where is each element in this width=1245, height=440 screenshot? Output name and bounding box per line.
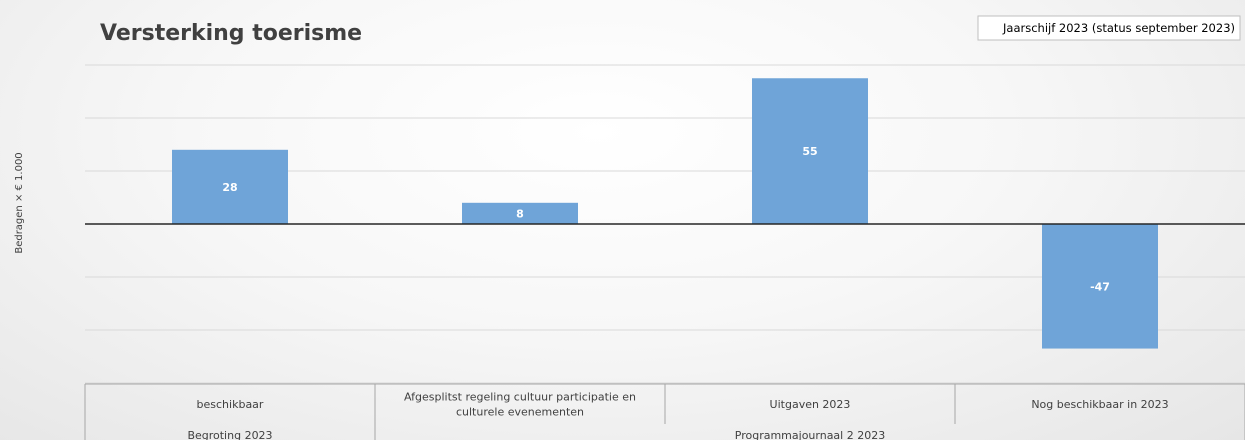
chart-title: Versterking toerisme: [100, 21, 362, 46]
badge-box: [977, 15, 1241, 41]
data-label: 28: [222, 181, 237, 194]
group-label: Begroting 2023: [187, 429, 272, 440]
category-label: Nog beschikbaar in 2023: [1031, 398, 1168, 411]
bar: [752, 78, 868, 224]
category-label: beschikbaar: [197, 398, 264, 411]
data-label: 55: [802, 145, 817, 158]
data-label: 8: [516, 207, 524, 220]
bar: [172, 149, 288, 224]
group-label: Programmajournaal 2 2023: [735, 429, 885, 440]
bar: [462, 202, 578, 224]
data-label: -47: [1090, 280, 1110, 293]
category-label: Uitgaven 2023: [770, 398, 851, 411]
bar: [1042, 224, 1158, 349]
period-badge: Jaarschijf 2023 (status september 2023): [1002, 21, 1235, 35]
y-axis-label: Bedragen × € 1.000: [14, 152, 25, 253]
category-label: Afgesplitst regeling cultuur participati…: [404, 391, 636, 419]
